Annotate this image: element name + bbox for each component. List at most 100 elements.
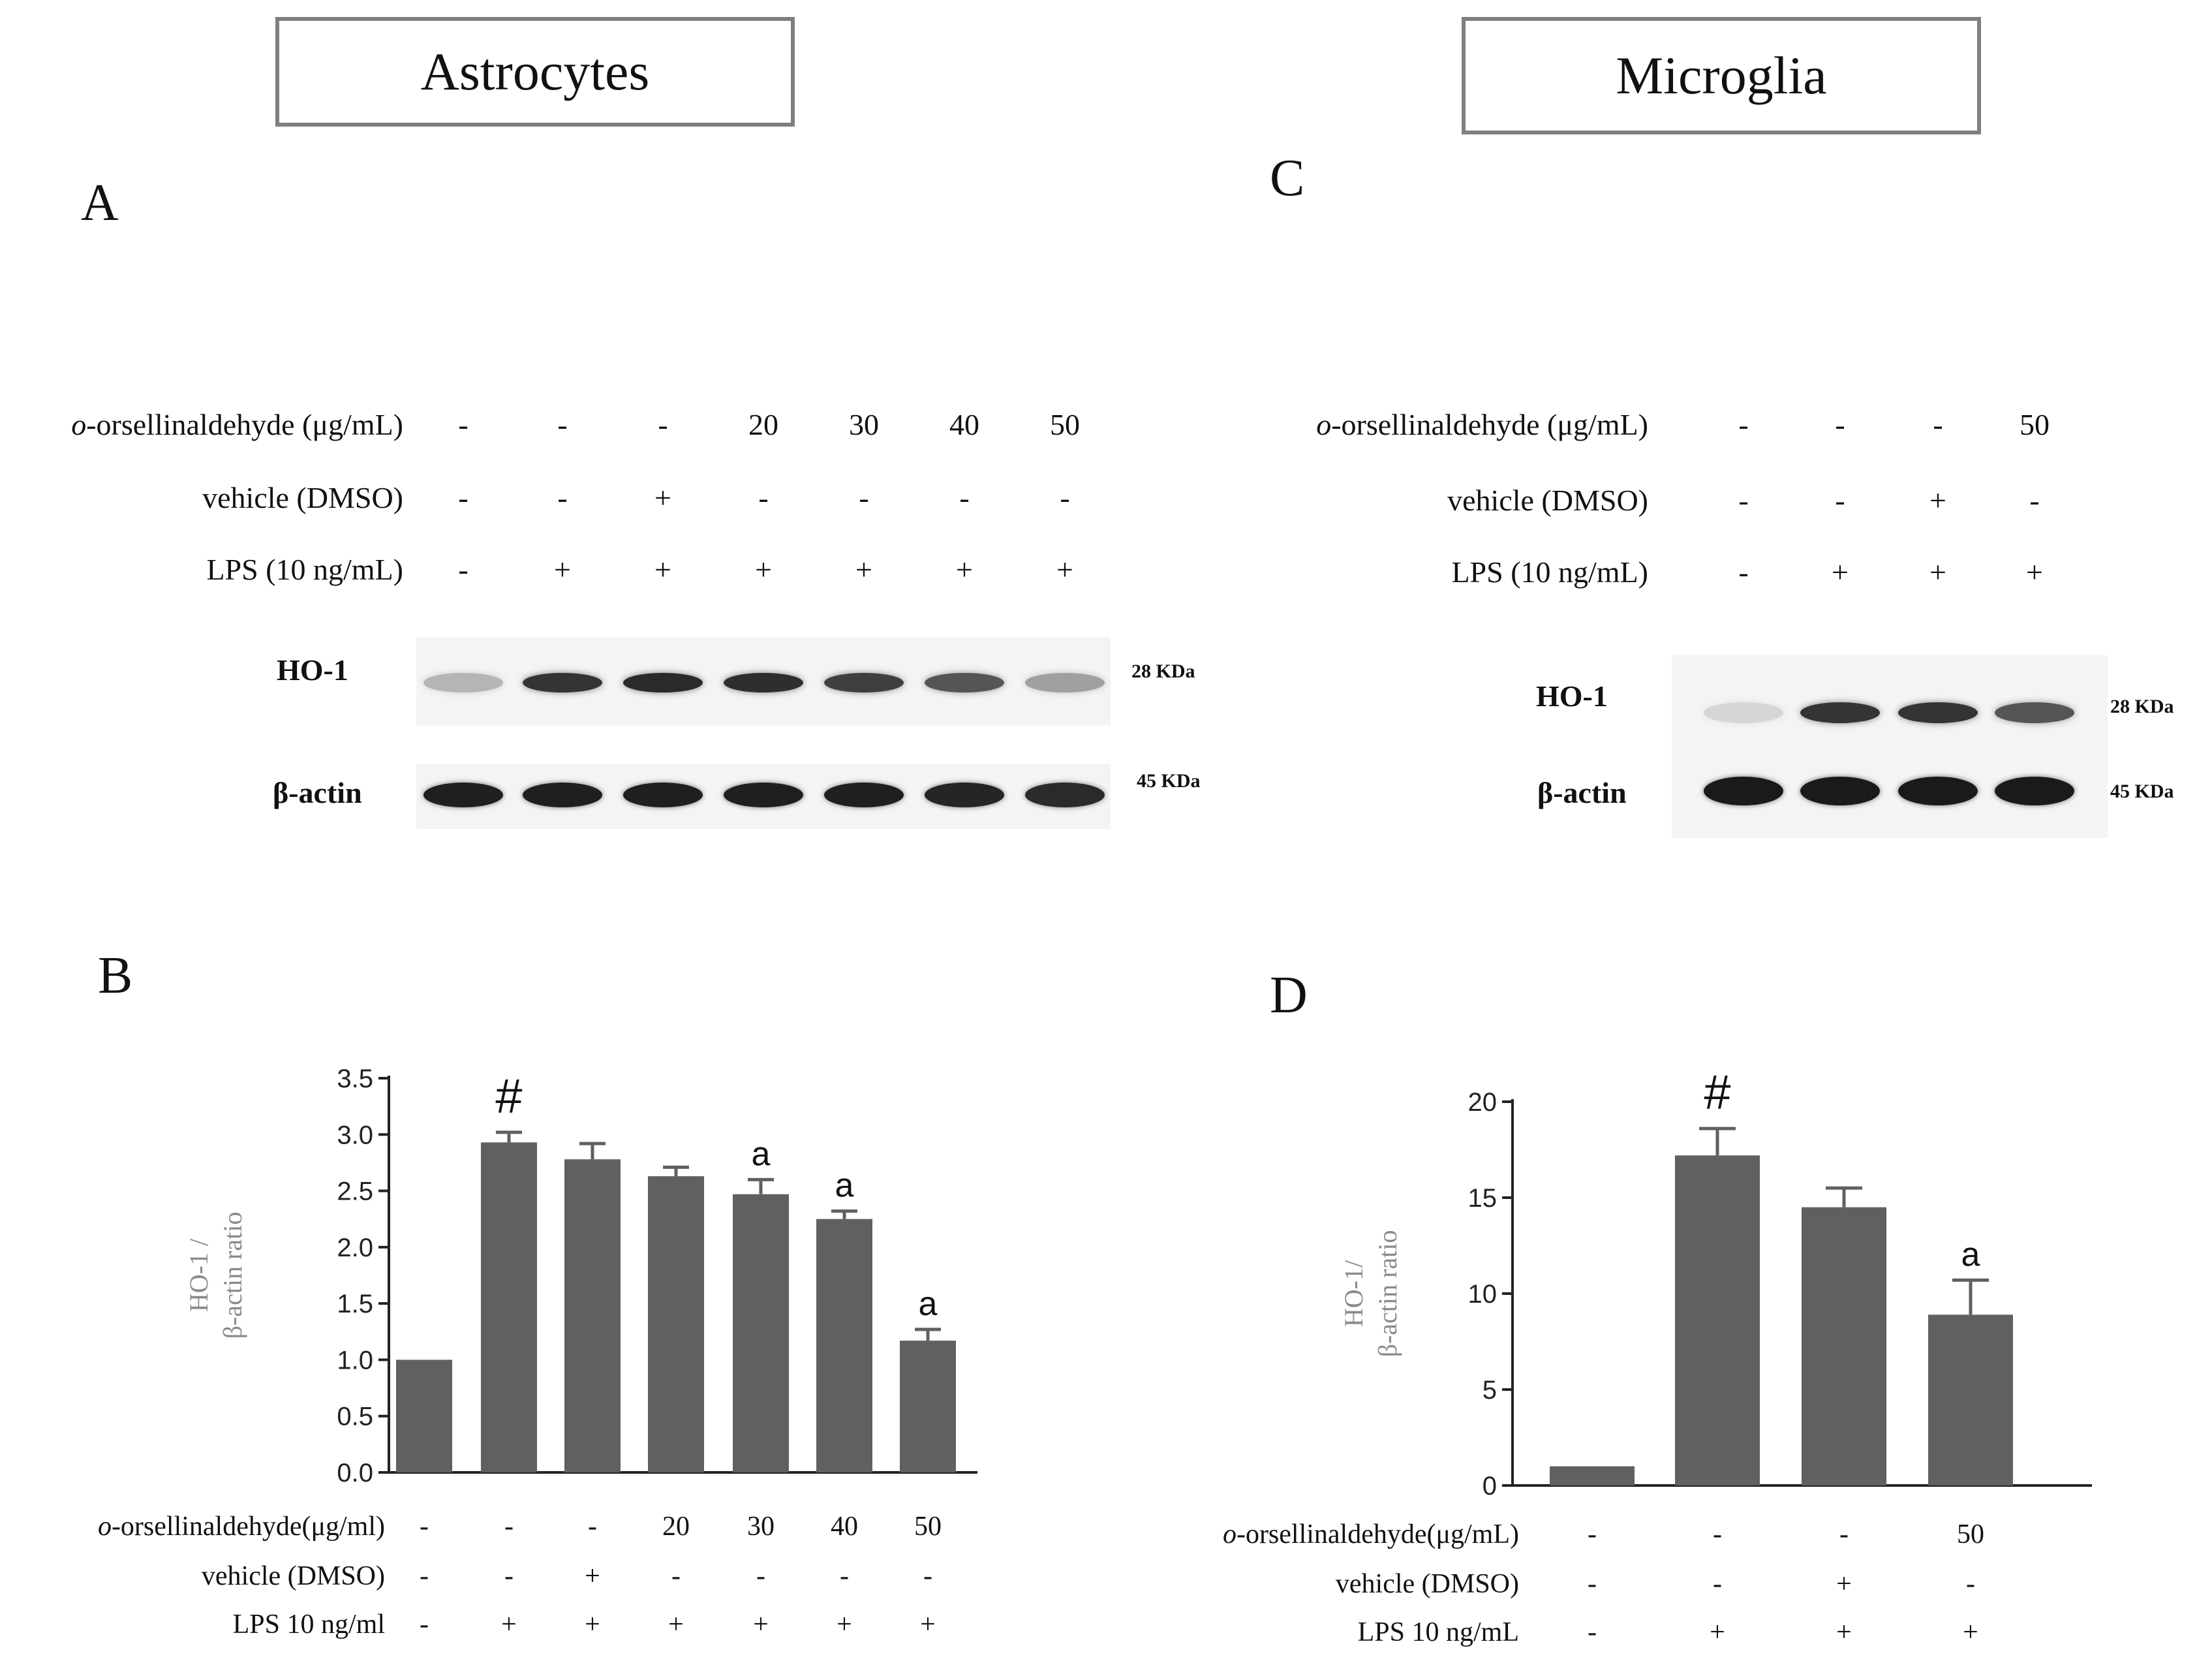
y-tick-label: 2.5 <box>337 1177 373 1206</box>
ho1-band <box>1995 702 2074 723</box>
treatment-label-text: vehicle (DMSO) <box>1447 484 1648 517</box>
condition-value: - <box>504 1512 514 1542</box>
treatment-cell: 20 <box>748 408 778 441</box>
condition-label: LPS 10 ng/ml <box>233 1609 385 1640</box>
treatment-label-text: -orsellinaldehyde (μg/mL) <box>86 408 403 441</box>
treatment-label-text: -orsellinaldehyde (μg/mL) <box>1331 408 1648 441</box>
treatment-cell: - <box>758 481 769 514</box>
bar <box>1928 1314 2013 1485</box>
treatment-label-italic-prefix: o <box>1316 408 1332 441</box>
condition-value: + <box>837 1609 852 1640</box>
treatment-cell: + <box>956 553 973 586</box>
condition-label-text: vehicle (DMSO) <box>202 1561 385 1591</box>
condition-value: + <box>585 1609 600 1640</box>
condition-label-text: LPS 10 ng/mL <box>1358 1617 1519 1647</box>
bar <box>733 1194 789 1472</box>
protein-label-ho1: HO-1 <box>277 653 348 687</box>
significance-marker: a <box>1961 1236 1980 1273</box>
treatment-cell: + <box>1056 553 1073 586</box>
ho1-band <box>423 673 503 692</box>
bar <box>564 1159 621 1472</box>
treatment-cell: + <box>1832 555 1849 589</box>
condition-value: - <box>1588 1519 1597 1549</box>
y-tick-label: 15 <box>1468 1184 1498 1213</box>
treatment-cell: - <box>1738 408 1749 441</box>
actin-band <box>1995 777 2074 805</box>
treatment-cell: 30 <box>849 408 879 441</box>
treatment-label-text: vehicle (DMSO) <box>202 481 403 514</box>
ho1-band <box>1025 673 1105 692</box>
y-axis-label-line2: β-actin ratio <box>1373 1230 1402 1358</box>
treatment-label: o-orsellinaldehyde (μg/mL) <box>865 407 1648 442</box>
condition-label-italic-prefix: o <box>98 1512 112 1542</box>
panel-letter-b: B <box>98 947 133 1004</box>
condition-value: + <box>1836 1569 1852 1599</box>
treatment-cell: 50 <box>1050 408 1080 441</box>
panel-letter-c: C <box>1270 149 1305 207</box>
condition-value: + <box>668 1609 684 1640</box>
condition-value: + <box>920 1609 936 1640</box>
condition-value: - <box>671 1561 681 1591</box>
bar <box>1802 1207 1886 1485</box>
bar <box>1550 1466 1635 1485</box>
y-axis-label-line1: HO-1/ <box>1339 1260 1368 1327</box>
ho1-band <box>724 673 803 692</box>
condition-value: - <box>1713 1569 1722 1599</box>
protein-label-actin: β-actin <box>1537 776 1627 809</box>
condition-value: - <box>1839 1519 1849 1549</box>
bar <box>396 1360 452 1472</box>
ho1-band <box>1898 702 1978 723</box>
treatment-cell: - <box>458 553 469 586</box>
y-tick-label: 5 <box>1482 1376 1497 1405</box>
kda-label-28: 28 KDa <box>2110 696 2174 717</box>
treatment-cell: + <box>855 553 872 586</box>
y-axis-label-line2: β-actin ratio <box>218 1212 247 1339</box>
treatment-cell: + <box>755 553 772 586</box>
condition-value: - <box>1713 1519 1722 1549</box>
bar <box>900 1341 956 1472</box>
treatment-cell: - <box>859 481 869 514</box>
treatment-label-text: LPS (10 ng/mL) <box>206 553 403 586</box>
kda-label-45: 45 KDa <box>1137 770 1201 792</box>
blot-membrane <box>1672 655 2108 838</box>
condition-value: - <box>923 1561 932 1591</box>
treatment-cell: - <box>1738 555 1749 589</box>
condition-value: + <box>501 1609 517 1640</box>
treatment-cell: + <box>554 553 571 586</box>
bar <box>816 1219 872 1472</box>
actin-band <box>1025 783 1105 807</box>
condition-value: - <box>420 1561 429 1591</box>
condition-value: - <box>420 1512 429 1542</box>
ho1-band <box>824 673 904 692</box>
treatment-cell: + <box>2026 555 2043 589</box>
bar <box>481 1142 537 1472</box>
protein-label-actin: β-actin <box>273 776 362 809</box>
treatment-label: vehicle (DMSO) <box>865 483 1648 518</box>
condition-value: - <box>756 1561 765 1591</box>
ho1-band <box>523 673 602 692</box>
treatment-label: LPS (10 ng/mL) <box>0 552 403 587</box>
treatment-label: LPS (10 ng/mL) <box>865 555 1648 589</box>
condition-label-text: -orsellinaldehyde(μg/ml) <box>112 1512 385 1542</box>
condition-value: + <box>1710 1617 1725 1647</box>
condition-value: 50 <box>1957 1519 1984 1549</box>
condition-label-text: vehicle (DMSO) <box>1336 1569 1519 1599</box>
treatment-cell: - <box>458 408 469 441</box>
y-tick-label: 1.5 <box>337 1290 373 1318</box>
condition-value: - <box>588 1512 597 1542</box>
significance-marker: a <box>919 1285 938 1323</box>
condition-value: - <box>1588 1569 1597 1599</box>
treatment-label: vehicle (DMSO) <box>0 480 403 515</box>
treatment-cell: 50 <box>2020 408 2050 441</box>
actin-band <box>724 783 803 807</box>
panel-letter-d: D <box>1270 967 1308 1024</box>
condition-value: 40 <box>831 1512 858 1542</box>
y-tick-label: 20 <box>1468 1088 1498 1117</box>
condition-value: - <box>1966 1569 1975 1599</box>
y-tick-label: 0 <box>1482 1472 1497 1500</box>
y-tick-label: 1.0 <box>337 1346 373 1375</box>
treatment-cell: + <box>1929 484 1946 517</box>
y-tick-label: 2.0 <box>337 1234 373 1262</box>
condition-value: 30 <box>747 1512 775 1542</box>
actin-band <box>523 783 602 807</box>
